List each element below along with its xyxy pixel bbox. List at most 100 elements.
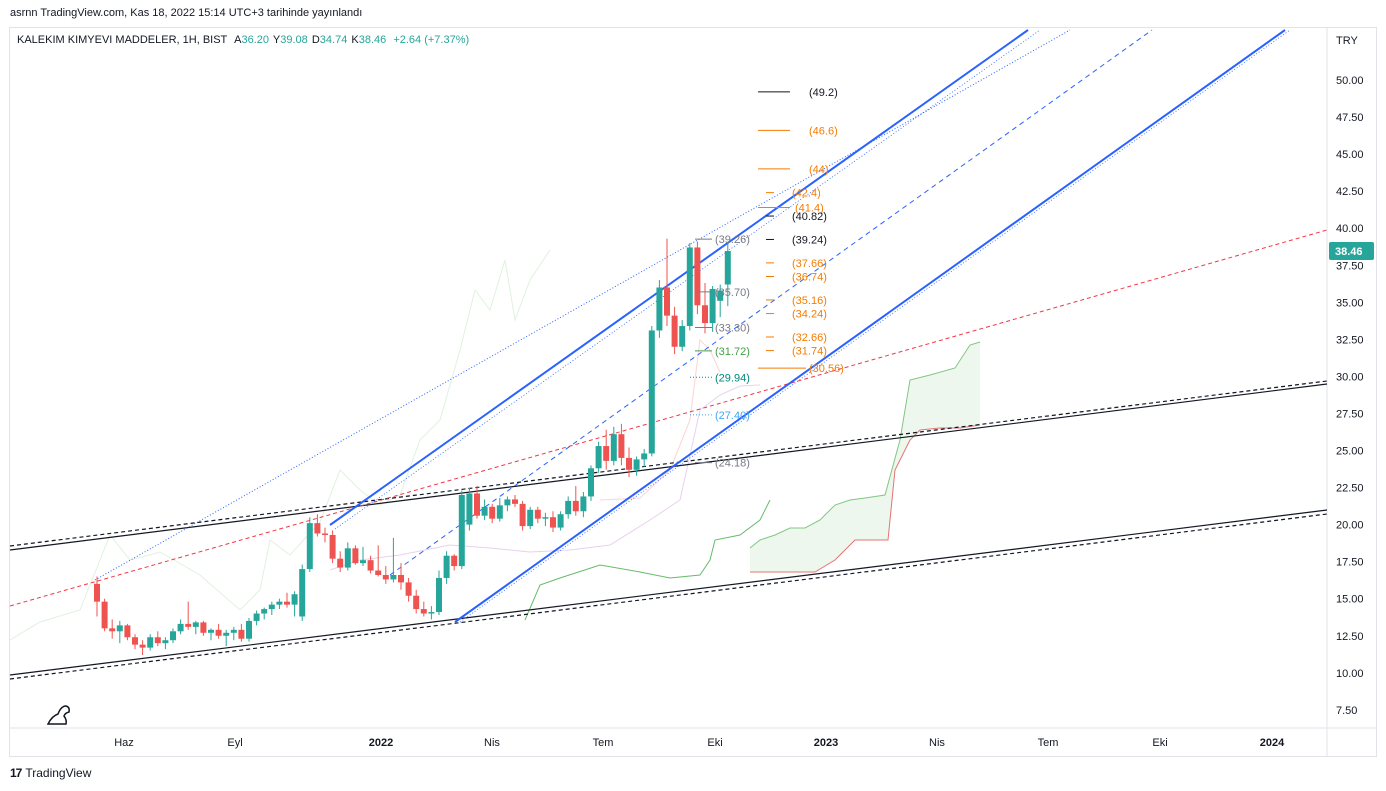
channel-outer-dotted-line: [94, 29, 1071, 581]
candle-body: [641, 453, 648, 460]
candle-body: [512, 499, 518, 504]
ichimoku-span-a: [749, 341, 981, 549]
dino-icon: [46, 705, 70, 725]
candle-body: [702, 305, 708, 324]
fib-level-label: (36.74): [792, 272, 827, 284]
candle-body: [306, 523, 313, 570]
fib-level-label: (35.70): [715, 287, 750, 299]
candle-body: [382, 574, 389, 580]
candle-body: [322, 533, 328, 535]
y-tick-label: 30.00: [1336, 371, 1364, 383]
fib-level-label: (30.56): [809, 363, 844, 375]
candle-body: [648, 330, 655, 454]
ichimoku-conversion-line: [599, 338, 721, 501]
currency-label: TRY: [1336, 35, 1358, 47]
trend-line-upper-dashed: [9, 380, 1328, 547]
candle-body: [344, 548, 351, 568]
candle-body: [603, 446, 610, 461]
x-tick-label: Eki: [1152, 737, 1167, 749]
ichimoku-span-b: [750, 424, 981, 573]
y-tick-label: 22.50: [1336, 483, 1364, 495]
y-tick-label: 7.50: [1336, 705, 1357, 717]
y-tick-label: 17.50: [1336, 557, 1364, 569]
candle-body: [360, 560, 366, 564]
candle-body: [527, 509, 534, 527]
y-tick-label: 35.00: [1336, 297, 1364, 309]
symbol-legend: KALEKIM KIMYEVI MADDELER, 1H, BIST A36.2…: [17, 34, 469, 46]
candle-body: [633, 459, 640, 470]
candle-body: [656, 287, 663, 331]
y-tick-label: 37.50: [1336, 260, 1364, 272]
close-value: 38.46: [358, 34, 387, 46]
candle-body: [565, 500, 572, 515]
candle-body: [276, 601, 283, 605]
x-tick-label: 2022: [369, 737, 393, 749]
candle-body: [337, 558, 344, 568]
y-tick-label: 25.00: [1336, 446, 1364, 458]
candle-body: [466, 493, 473, 525]
candle-body: [588, 468, 594, 497]
y-tick-label: 15.00: [1336, 594, 1364, 606]
chart-frame[interactable]: [9, 27, 1377, 757]
fib-level-label: (34.24): [792, 309, 827, 321]
candle-body: [557, 514, 564, 528]
x-tick-label: Tem: [593, 737, 614, 749]
candle-body: [253, 613, 260, 621]
candle-body: [101, 601, 108, 629]
candle-body: [109, 628, 116, 632]
candle-body: [519, 503, 526, 527]
trend-line-lower-solid: [9, 509, 1328, 676]
fib-level-label: (33.30): [715, 322, 750, 334]
open-value: 36.20: [241, 34, 270, 46]
candle-body: [208, 629, 214, 633]
candle-body: [398, 574, 404, 583]
candle-body: [375, 570, 382, 575]
candle-body: [443, 555, 450, 578]
channel-lower-dotted-line: [459, 29, 1291, 623]
candle-body: [116, 625, 123, 632]
x-tick-label: Haz: [114, 737, 134, 749]
candle-body: [664, 287, 670, 316]
candle-body: [147, 637, 154, 648]
x-tick-label: 2024: [1260, 737, 1285, 749]
fib-level-label: (37.66): [792, 258, 827, 270]
candle-body: [291, 594, 298, 605]
ichimoku-lagging-span: [9, 249, 551, 641]
candle-body: [572, 500, 579, 512]
candle-body: [299, 569, 306, 617]
candle-body: [223, 632, 230, 636]
low-value: 34.74: [319, 34, 348, 46]
candle-body: [717, 290, 724, 301]
ichimoku-leading-line: [524, 499, 771, 621]
candle-body: [428, 612, 435, 614]
trend-line-upper-solid: [9, 383, 1328, 551]
x-tick-label: Nis: [484, 737, 500, 749]
candle-body: [534, 509, 541, 519]
y-tick-label: 27.50: [1336, 408, 1364, 420]
fib-level-label: (46.6): [809, 125, 838, 137]
candle-body: [230, 629, 237, 633]
change-value: +2.64 (+7.37%): [393, 34, 470, 46]
close-label: K: [351, 34, 359, 46]
candle-body: [268, 604, 275, 610]
fib-level-label: (49.2): [809, 87, 838, 99]
published-by: asrnn TradingView.com, Kas 18, 2022 15:1…: [10, 7, 363, 19]
candle-body: [413, 595, 420, 610]
last-price-label: 38.46: [1335, 246, 1363, 258]
x-tick-label: 2023: [814, 737, 838, 749]
candle-body: [200, 622, 207, 633]
fib-level-label: (39.24): [792, 234, 827, 246]
footer-brand[interactable]: 17 TradingView: [10, 766, 91, 780]
fib-level-label: (35.16): [792, 295, 827, 307]
candle-body: [671, 315, 678, 347]
last-price-badge: [1329, 242, 1374, 261]
high-value: 39.08: [280, 34, 308, 46]
symbol-name[interactable]: KALEKIM KIMYEVI MADDELER, 1H, BIST: [17, 34, 228, 46]
ichimoku-cloud: [750, 342, 980, 572]
candle-body: [679, 326, 686, 347]
candle-body: [170, 631, 176, 641]
candle-body: [177, 623, 184, 632]
candle-body: [496, 505, 503, 519]
candle-body: [542, 517, 549, 519]
